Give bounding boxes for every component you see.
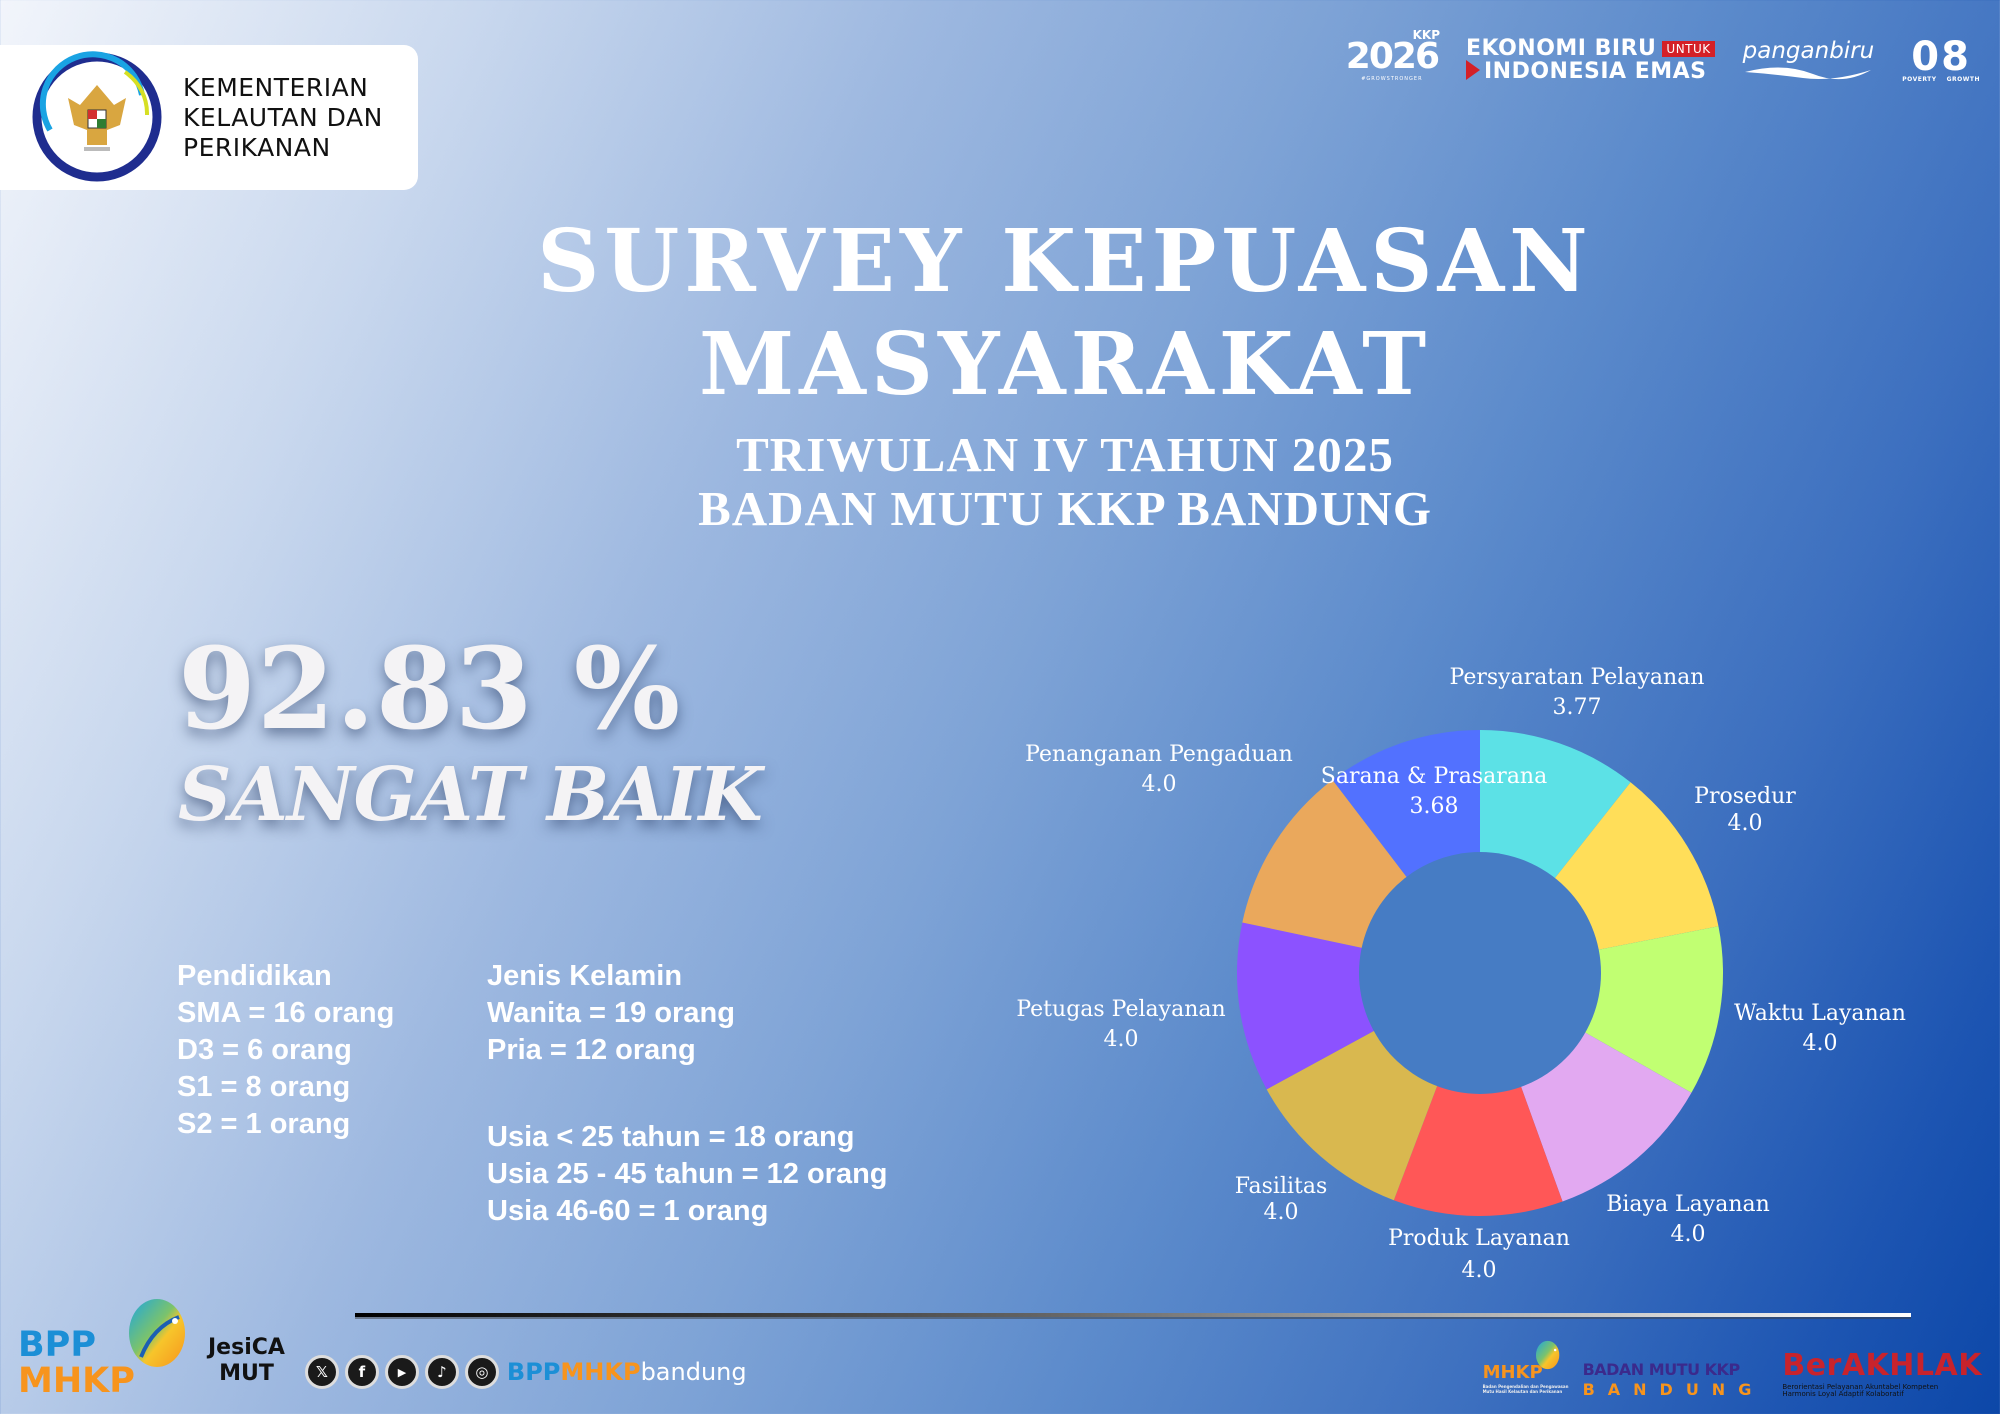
- panganbiru-label: panganbiru: [1742, 38, 1875, 64]
- donut-slice-produk-layanan: [1393, 973, 1563, 1216]
- ministry-name: KEMENTERIAN KELAUTAN DAN PERIKANAN: [183, 73, 383, 163]
- bpp-label: BPP: [18, 1325, 96, 1365]
- education-item: S1 = 8 orang: [177, 1071, 351, 1103]
- kkp-year: 2026: [1345, 35, 1440, 77]
- age-item: Usia 46-60 = 1 orang: [487, 1195, 769, 1227]
- gender-heading: Jenis Kelamin: [487, 960, 683, 992]
- panganbiru-logo: panganbiru: [1742, 38, 1875, 82]
- poverty-growth-logo: 08 POVERTY GROWTH: [1902, 37, 1980, 83]
- footer-right: MHKP Badan Pengendalian dan Pengawasan M…: [1483, 1340, 1982, 1398]
- tiktok-icon[interactable]: ♪: [424, 1355, 459, 1389]
- satisfaction-score: 92.83 % SANGAT BAIK: [178, 624, 763, 840]
- badan-mutu-line2: BANDUNG: [1582, 1380, 1765, 1399]
- score-value: 92.83 %: [178, 624, 682, 755]
- jesica-label: JesiCA: [208, 1335, 285, 1360]
- ministry-logo-badge: KEMENTERIAN KELAUTAN DAN PERIKANAN: [0, 45, 418, 190]
- badan-mutu-line1: BADAN MUTU KKP: [1582, 1360, 1741, 1379]
- poverty-label: POVERTY: [1902, 76, 1937, 83]
- partner-logos: KKP 2026 #GROWSTRONGER EKONOMI BIRU UNTUK…: [1345, 29, 1980, 90]
- pie-label-fasilitas: Fasilitas 4.0: [1234, 1174, 1328, 1225]
- pie-label-biaya: Biaya Layanan 4.0: [1606, 1192, 1770, 1247]
- pie-label-produk: Produk Layanan 4.0: [1388, 1226, 1570, 1283]
- gender-item: Pria = 12 orang: [487, 1034, 696, 1066]
- ministry-name-line: KEMENTERIAN: [183, 72, 369, 102]
- mut-label: MUT: [219, 1361, 274, 1386]
- ekonomi-biru-logo: EKONOMI BIRU UNTUK INDONESIA EMAS: [1466, 37, 1715, 83]
- pie-label-penanganan: Penanganan Pengaduan 4.0: [1025, 742, 1293, 797]
- page-title-line2: MASYARAKAT: [698, 314, 1432, 415]
- pie-label-petugas: Petugas Pelayanan 4.0: [1016, 997, 1226, 1052]
- kkp-2026-logo: KKP 2026 #GROWSTRONGER: [1345, 29, 1440, 82]
- age-item: Usia < 25 tahun = 18 orang: [487, 1121, 855, 1153]
- education-stats: Pendidikan SMA = 16 orang D3 = 6 orang S…: [177, 958, 394, 1143]
- mhkp-small-title: MHKP: [1482, 1362, 1543, 1383]
- garuda-emblem-icon: [32, 51, 162, 182]
- berakhlak-logo: BerAKHLAK Berorientasi Pelayanan Akuntab…: [1782, 1351, 1982, 1398]
- gender-age-stats: Jenis Kelamin Wanita = 19 orang Pria = 1…: [487, 958, 888, 1230]
- score-rating: SANGAT BAIK: [178, 752, 763, 838]
- education-item: S2 = 1 orang: [177, 1108, 351, 1140]
- mhkp-small-logo: MHKP Badan Pengendalian dan Pengawasan M…: [1482, 1340, 1568, 1398]
- x-twitter-icon[interactable]: 𝕏: [304, 1355, 339, 1389]
- fish-logo-icon: [1535, 1340, 1559, 1370]
- instagram-icon[interactable]: ◎: [464, 1355, 499, 1389]
- organization-subtitle: BADAN MUTU KKP BANDUNG: [698, 481, 1432, 536]
- pie-label-sarana: Sarana & Prasarana 3.68: [1320, 764, 1548, 819]
- pie-label-persyaratan: Persyaratan Pelayanan 3.77: [1449, 665, 1705, 720]
- fish-logo-icon: [129, 1299, 185, 1367]
- ministry-name-line: KELAUTAN DAN: [183, 102, 383, 132]
- footer-divider: [355, 1313, 1911, 1317]
- mhkp-label: MHKP: [18, 1361, 135, 1401]
- ekonomi-biru-line2: INDONESIA EMAS: [1484, 59, 1707, 84]
- period-subtitle: TRIWULAN IV TAHUN 2025: [736, 427, 1394, 482]
- bpp-mhkp-logo: BPP MHKP: [18, 1297, 188, 1401]
- page-title-line1: SURVEY KEPUASAN: [537, 211, 1593, 312]
- age-item: Usia 25 - 45 tahun = 12 orang: [487, 1158, 888, 1190]
- kkp-label: KKP: [1412, 27, 1440, 42]
- ministry-name-line: PERIKANAN: [183, 132, 331, 162]
- jesica-mut-logo: JesiCA MUT: [208, 1335, 285, 1387]
- pie-label-prosedur: Prosedur 4.0: [1694, 784, 1796, 836]
- social-links: 𝕏 f ▶ ♪ ◎ BPPMHKPbandung: [304, 1355, 747, 1389]
- education-item: D3 = 6 orang: [177, 1034, 352, 1066]
- poverty-growth-digits: 08: [1911, 34, 1971, 80]
- title-block: SURVEY KEPUASAN MASYARAKAT TRIWULAN IV T…: [0, 210, 2000, 536]
- youtube-icon[interactable]: ▶: [384, 1355, 419, 1389]
- mhkp-small-subtitle: Badan Pengendalian dan Pengawasan Mutu H…: [1482, 1384, 1569, 1394]
- facebook-icon[interactable]: f: [344, 1355, 379, 1389]
- ekonomi-biru-line1: EKONOMI BIRU: [1466, 35, 1657, 61]
- education-item: SMA = 16 orang: [177, 997, 395, 1029]
- footer-left: BPP MHKP JesiCA MUT 𝕏 f ▶ ♪ ◎ BPPMHKPban…: [18, 1297, 747, 1401]
- social-handle: BPPMHKPbandung: [506, 1358, 747, 1386]
- berakhlak-title: BerAKHLAK: [1782, 1348, 1982, 1383]
- chevron-right-icon: [1466, 60, 1480, 80]
- wave-icon: [1744, 67, 1871, 80]
- pie-label-waktu: Waktu Layanan 4.0: [1734, 1001, 1906, 1056]
- badan-mutu-logo: BADAN MUTU KKP BANDUNG: [1583, 1362, 1765, 1398]
- kkp-tagline: #GROWSTRONGER: [1361, 75, 1423, 82]
- growth-label: GROWTH: [1946, 76, 1980, 83]
- education-heading: Pendidikan: [177, 960, 332, 992]
- berakhlak-tagline: Berorientasi Pelayanan Akuntabel Kompete…: [1782, 1383, 1939, 1398]
- gender-item: Wanita = 19 orang: [487, 997, 735, 1029]
- untuk-badge: UNTUK: [1662, 40, 1715, 57]
